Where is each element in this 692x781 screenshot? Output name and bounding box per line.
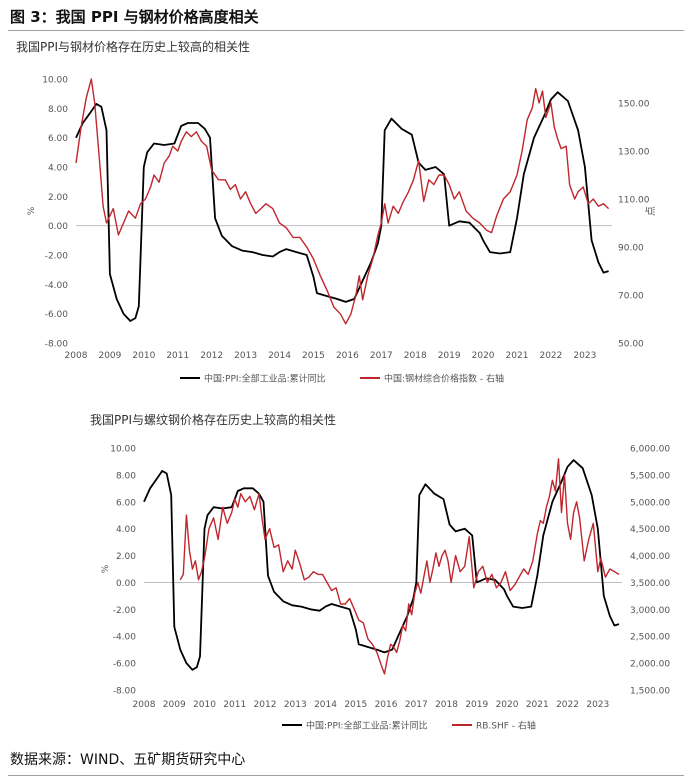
x-tick-label: 2018 xyxy=(435,700,458,710)
x-tick-label: 2013 xyxy=(234,351,257,361)
y2-tick-label: 2,500.00 xyxy=(630,633,670,643)
chart-ppi-vs-rebar-futures: 我国PPI与螺纹钢价格存在历史上较高的相关性 10.00 8.00 6.00 4.00 2… xyxy=(90,412,670,732)
x-tick-label: 2014 xyxy=(314,700,337,710)
x-tick-label: 2020 xyxy=(496,700,519,710)
y2-tick-label: 90.00 xyxy=(618,244,644,254)
y-tick-label: -6.00 xyxy=(113,660,137,670)
x-tick-label: 2020 xyxy=(472,351,495,361)
x-tick-label: 2022 xyxy=(539,351,562,361)
chart-ppi-vs-steel-index: 我国PPI与钢材价格存在历史上较高的相关性 10.00 8.00 6.00 4.00 2.… xyxy=(16,39,657,385)
y-tick-label: 0.00 xyxy=(48,222,68,232)
y-tick-label: 0.00 xyxy=(116,579,136,589)
x-tick-label: 2017 xyxy=(370,351,393,361)
y2-tick-label: 2,000.00 xyxy=(630,660,670,670)
legend-label: 中国:钢材综合价格指数 - 右轴 xyxy=(384,373,504,385)
y-tick-label: 10.00 xyxy=(42,76,68,86)
x-tick-label: 2015 xyxy=(302,351,325,361)
legend-label: 中国:PPI:全部工业品:累计同比 xyxy=(204,373,326,385)
x-tick-label: 2011 xyxy=(223,700,246,710)
title-divider xyxy=(8,30,684,31)
y2-tick-label: 5,500.00 xyxy=(630,471,670,481)
x-tick-label: 2015 xyxy=(344,700,367,710)
x-tick-label: 2016 xyxy=(336,351,359,361)
x-tick-label: 2010 xyxy=(193,700,216,710)
y2-axis-label: 点 xyxy=(645,206,657,216)
x-tick-label: 2010 xyxy=(132,351,155,361)
chart-title: 我国PPI与螺纹钢价格存在历史上较高的相关性 xyxy=(90,412,336,427)
x-tick-label: 2013 xyxy=(284,700,307,710)
y2-tick-label: 6,000.00 xyxy=(630,445,670,455)
y2-tick-label: 4,500.00 xyxy=(630,525,670,535)
y-tick-label: -8.00 xyxy=(113,687,137,697)
y-tick-label: 8.00 xyxy=(48,105,68,115)
x-tick-label: 2011 xyxy=(166,351,189,361)
y2-tick-label: 1,500.00 xyxy=(630,687,670,697)
ppi-series-line xyxy=(75,91,609,322)
steel-price-series-line xyxy=(75,78,610,325)
y-tick-label: 2.00 xyxy=(48,193,68,203)
y2-tick-label: 3,000.00 xyxy=(630,606,670,616)
y-tick-label: 4.00 xyxy=(116,525,136,535)
data-source-note: 数据来源：WIND、五矿期货研究中心 xyxy=(10,752,246,768)
y-tick-label: 10.00 xyxy=(110,445,136,455)
y-tick-label: -4.00 xyxy=(45,281,69,291)
steel-price-series-line xyxy=(179,458,620,675)
x-tick-label: 2021 xyxy=(506,351,529,361)
y-tick-label: -8.00 xyxy=(45,340,69,350)
x-tick-label: 2014 xyxy=(268,351,291,361)
ppi-series-line xyxy=(143,459,620,671)
y-tick-label: -4.00 xyxy=(113,633,137,643)
y2-tick-label: 130.00 xyxy=(618,148,650,158)
x-tick-label: 2019 xyxy=(465,700,488,710)
y-tick-label: -6.00 xyxy=(45,310,69,320)
legend-label: RB.SHF - 右轴 xyxy=(476,720,536,732)
figure-title: 图 3：我国 PPI 与钢材价格高度相关 xyxy=(10,8,259,26)
x-tick-label: 2023 xyxy=(586,700,609,710)
y2-tick-label: 3,500.00 xyxy=(630,579,670,589)
y-tick-label: -2.00 xyxy=(45,252,69,262)
legend-label: 中国:PPI:全部工业品:累计同比 xyxy=(306,720,428,732)
y2-tick-label: 110.00 xyxy=(618,196,650,206)
chart-title: 我国PPI与钢材价格存在历史上较高的相关性 xyxy=(16,39,250,54)
y-axis-label: % xyxy=(101,564,111,573)
y-tick-label: 8.00 xyxy=(116,471,136,481)
bottom-divider xyxy=(8,775,684,776)
y-tick-label: -2.00 xyxy=(113,606,137,616)
x-tick-label: 2021 xyxy=(526,700,549,710)
y2-tick-label: 150.00 xyxy=(618,100,650,110)
x-tick-label: 2018 xyxy=(404,351,427,361)
x-tick-label: 2017 xyxy=(405,700,428,710)
y2-tick-label: 70.00 xyxy=(618,292,644,302)
y-tick-label: 6.00 xyxy=(48,134,68,144)
x-tick-label: 2012 xyxy=(254,700,277,710)
x-tick-label: 2008 xyxy=(133,700,156,710)
x-tick-label: 2023 xyxy=(573,351,596,361)
y2-tick-label: 50.00 xyxy=(618,340,644,350)
x-tick-label: 2012 xyxy=(200,351,223,361)
x-tick-label: 2009 xyxy=(163,700,186,710)
y2-tick-label: 5,000.00 xyxy=(630,498,670,508)
y-tick-label: 4.00 xyxy=(48,164,68,174)
x-tick-label: 2009 xyxy=(98,351,121,361)
x-tick-label: 2022 xyxy=(556,700,579,710)
x-tick-label: 2008 xyxy=(65,351,88,361)
y-axis-label: % xyxy=(27,206,37,215)
x-tick-label: 2019 xyxy=(438,351,461,361)
y2-tick-label: 4,000.00 xyxy=(630,552,670,562)
y-tick-label: 6.00 xyxy=(116,498,136,508)
x-tick-label: 2016 xyxy=(375,700,398,710)
y-tick-label: 2.00 xyxy=(116,552,136,562)
